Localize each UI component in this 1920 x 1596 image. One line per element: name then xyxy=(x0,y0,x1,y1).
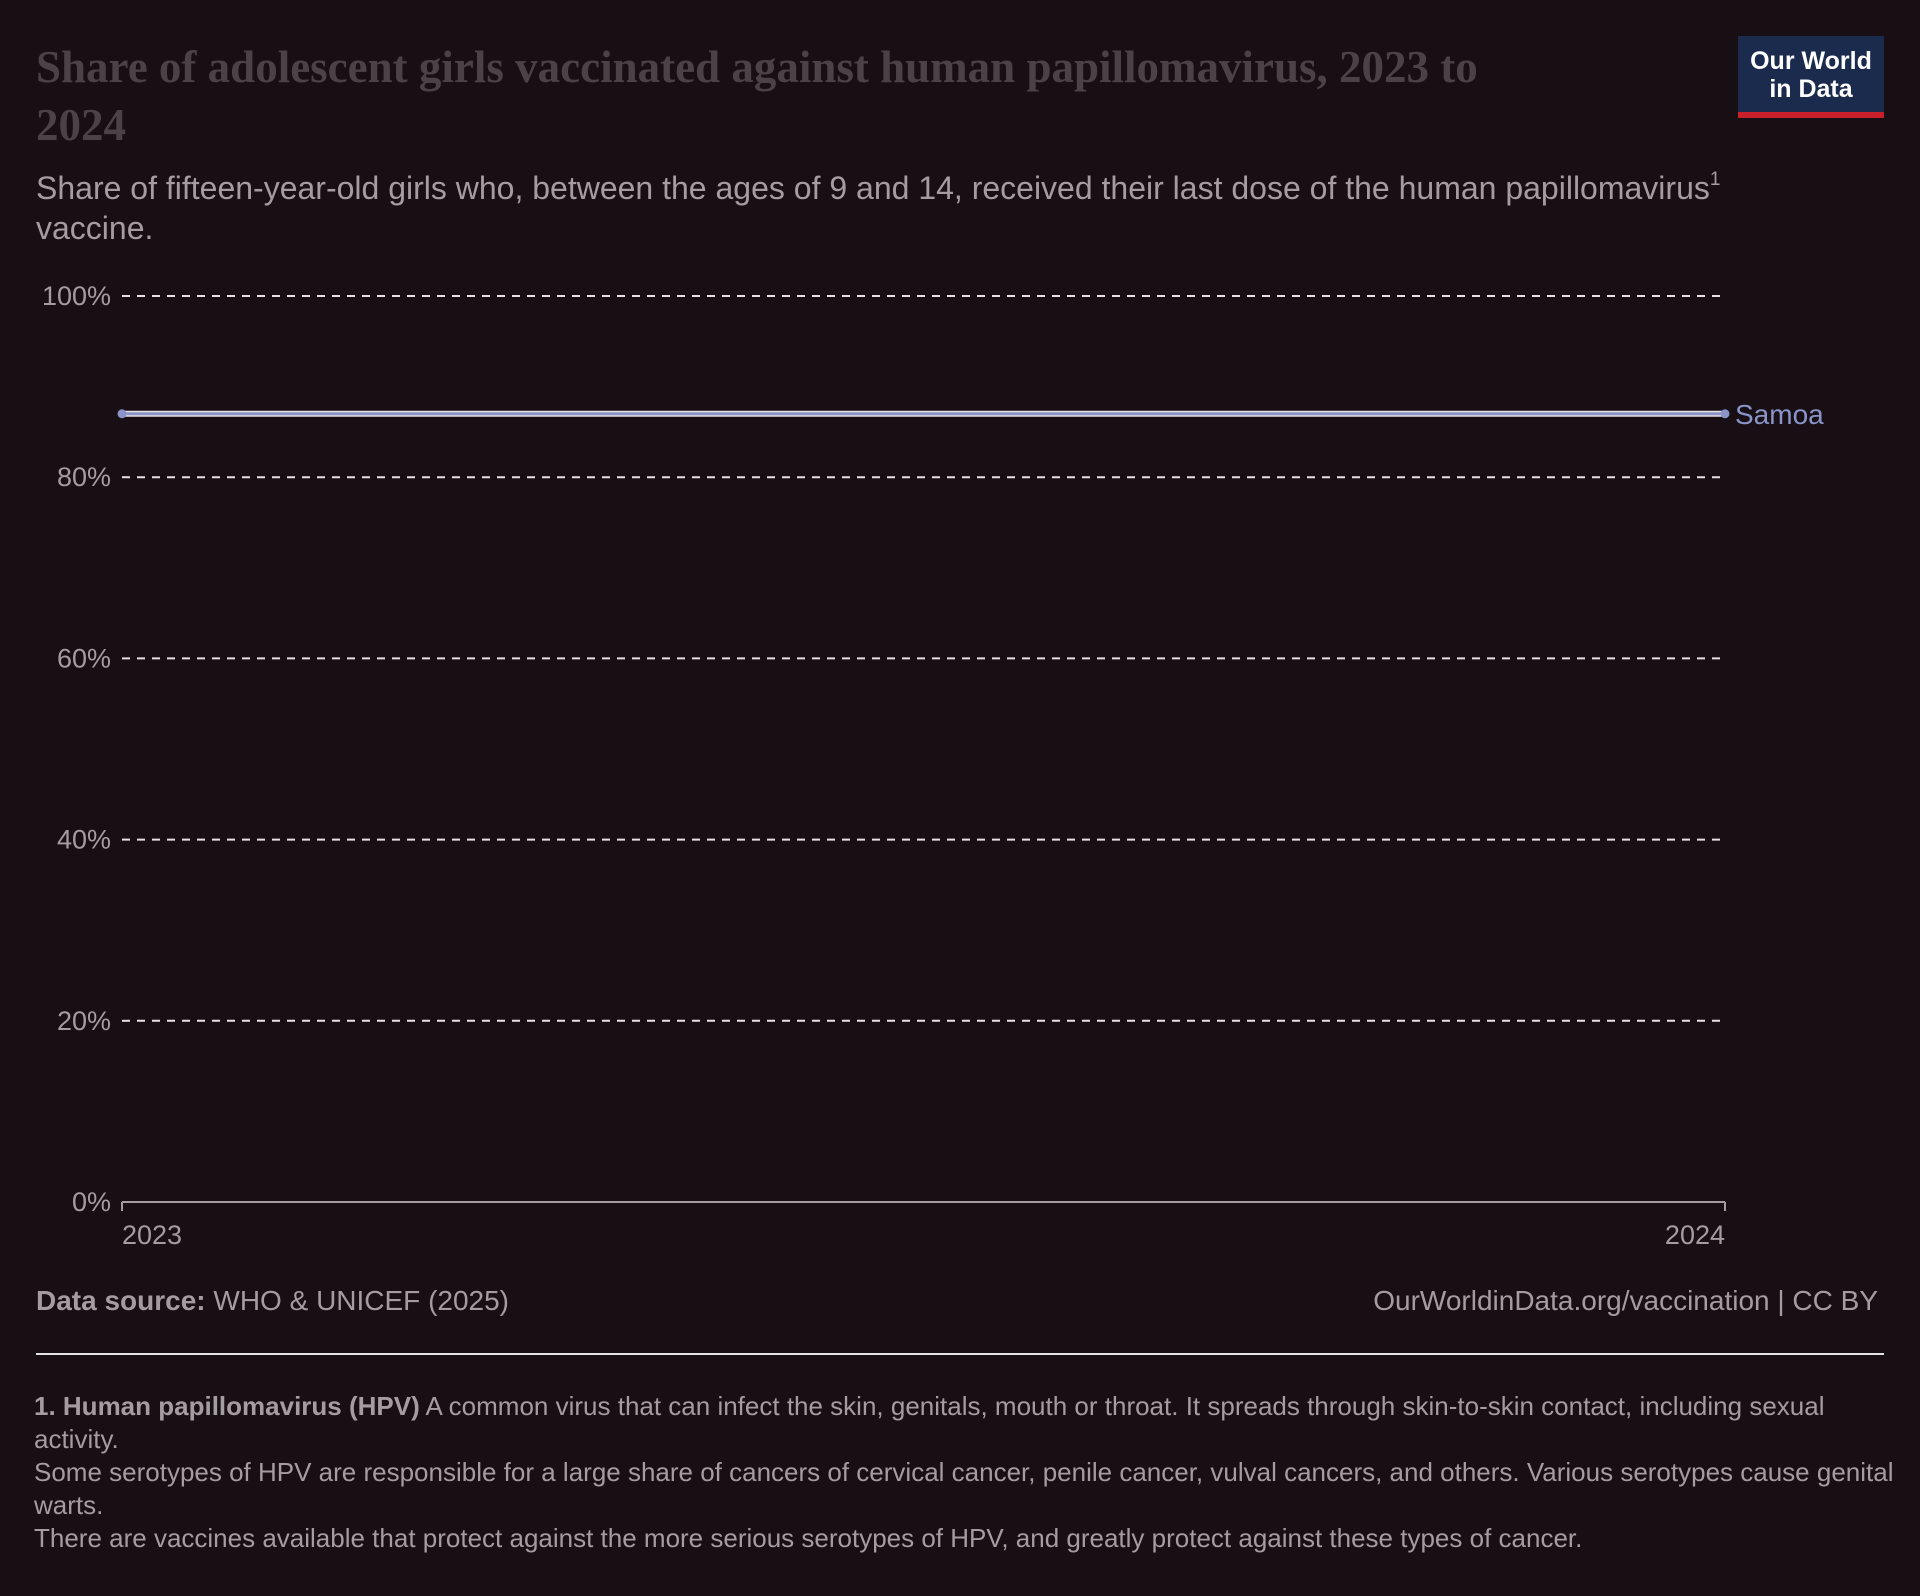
footnote-1-label: 1. Human papillomavirus (HPV) xyxy=(34,1391,420,1421)
x-tick-label: 2023 xyxy=(122,1220,182,1250)
y-tick-label: 20% xyxy=(57,1006,111,1036)
y-tick-label: 60% xyxy=(57,643,111,673)
chart-subtitle: Share of fifteen-year-old girls who, bet… xyxy=(36,168,1836,248)
subtitle-text: Share of fifteen-year-old girls who, bet… xyxy=(36,170,1710,206)
y-tick-label: 0% xyxy=(72,1187,111,1217)
logo-line-2: in Data xyxy=(1769,75,1853,103)
series-label[interactable]: Samoa xyxy=(1735,399,1824,430)
x-tick-label: 2024 xyxy=(1665,1220,1725,1250)
logo-line-1: Our World xyxy=(1750,47,1872,75)
line-chart: 0% 20% 40% 60% 80% 100% 2023 2024 Samoa xyxy=(42,281,1825,1250)
source-label: Data source: xyxy=(36,1285,206,1316)
series-layer[interactable]: Samoa xyxy=(117,399,1825,430)
y-tick-label: 80% xyxy=(57,462,111,492)
y-tick-label: 40% xyxy=(57,825,111,855)
data-point[interactable] xyxy=(117,409,127,419)
subtitle-end: vaccine. xyxy=(36,210,154,246)
chart-title: Share of adolescent girls vaccinated aga… xyxy=(36,42,1478,150)
footnote-1-text: A common virus that can infect the skin,… xyxy=(34,1391,1825,1454)
divider xyxy=(36,1353,1884,1355)
data-source: Data source: WHO & UNICEF (2025) xyxy=(36,1285,509,1317)
footnote-3: There are vaccines available that protec… xyxy=(34,1523,1583,1553)
footnote-2: Some serotypes of HPV are responsible fo… xyxy=(34,1457,1894,1520)
source-url[interactable]: OurWorldinData.org/vaccination | CC BY xyxy=(1373,1285,1878,1316)
source-text[interactable]: WHO & UNICEF (2025) xyxy=(213,1285,510,1316)
gridlines xyxy=(122,295,1725,1022)
x-axis: 2023 2024 xyxy=(121,1201,1726,1250)
footnote-1: 1. Human papillomavirus (HPV) A common v… xyxy=(34,1390,1894,1456)
y-tick-label: 100% xyxy=(42,281,111,311)
data-point[interactable] xyxy=(1720,409,1730,419)
owid-logo[interactable]: Our World in Data xyxy=(1738,36,1884,118)
y-axis: 0% 20% 40% 60% 80% 100% xyxy=(42,281,111,1217)
footnote-ref[interactable]: 1 xyxy=(1709,169,1721,190)
footnotes: 1. Human papillomavirus (HPV) A common v… xyxy=(34,1390,1894,1555)
